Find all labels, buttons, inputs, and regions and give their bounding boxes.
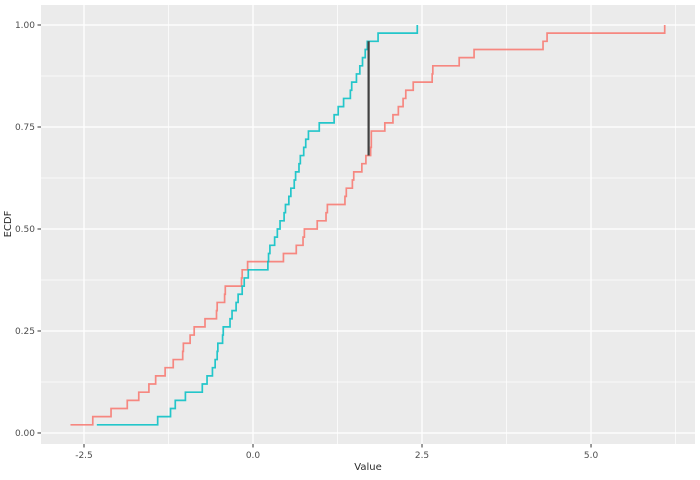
grid-minor-lines [41, 5, 695, 444]
x-tick-label: 0.0 [246, 451, 261, 461]
y-axis-tick-marks [37, 24, 41, 434]
sample-2-ecdf [96, 24, 419, 426]
y-tick-label: 0.50 [15, 225, 35, 235]
y-tick-label: 0.00 [15, 429, 35, 439]
ecdf-curves [70, 24, 666, 426]
x-tick-label: -2.5 [75, 451, 93, 461]
y-tick-label: 0.75 [15, 123, 35, 133]
y-axis-title: ECDF [3, 210, 14, 237]
y-axis-tick-labels: 0.00 0.25 0.50 0.75 1.00 [15, 21, 35, 439]
grid-major-lines [41, 5, 695, 444]
x-axis-tick-marks [83, 444, 592, 448]
sample-1-ecdf [70, 24, 666, 426]
y-tick-label: 0.25 [15, 327, 35, 337]
y-tick-label: 1.00 [15, 21, 35, 31]
x-axis-title: Value [354, 462, 381, 473]
x-tick-label: 5.0 [584, 451, 599, 461]
x-axis-tick-labels: -2.5 0.0 2.5 5.0 [75, 451, 598, 461]
x-tick-label: 2.5 [415, 451, 429, 461]
